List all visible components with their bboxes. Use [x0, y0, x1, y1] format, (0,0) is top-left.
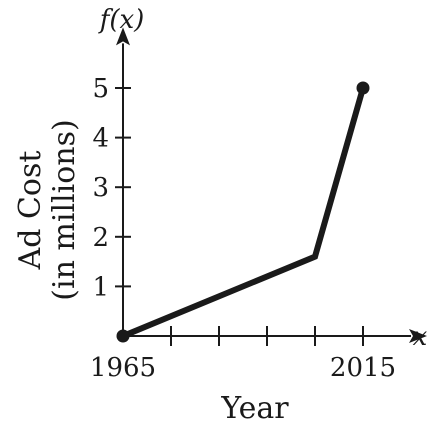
data-point: [116, 329, 130, 343]
y-axis-title-line-2: (in millions): [47, 119, 82, 300]
series-line: [120, 85, 366, 339]
series-group: [120, 85, 366, 339]
points-group: [116, 81, 370, 343]
y-tick-label: 1: [92, 272, 109, 302]
x-tick-label: 2015: [330, 353, 396, 383]
y-tick-label: 3: [92, 173, 109, 203]
y-tick-label: 4: [92, 124, 109, 154]
x-axis-arrow: [409, 329, 427, 343]
y-ticks: 1 2 3 4 5: [92, 74, 131, 302]
y-axis-variable: f(x): [98, 5, 145, 35]
x-ticks: 1965 2015: [90, 326, 396, 383]
y-axis-title-line-1: Ad Cost: [13, 151, 48, 271]
axes: [116, 27, 427, 343]
x-axis-variable: x: [413, 322, 428, 352]
y-axis-arrow: [116, 27, 130, 46]
x-axis-title: Year: [220, 391, 289, 426]
y-tick-label: 2: [92, 223, 109, 253]
data-point: [356, 81, 370, 95]
x-tick-label: 1965: [90, 353, 156, 383]
y-tick-label: 5: [92, 74, 109, 104]
